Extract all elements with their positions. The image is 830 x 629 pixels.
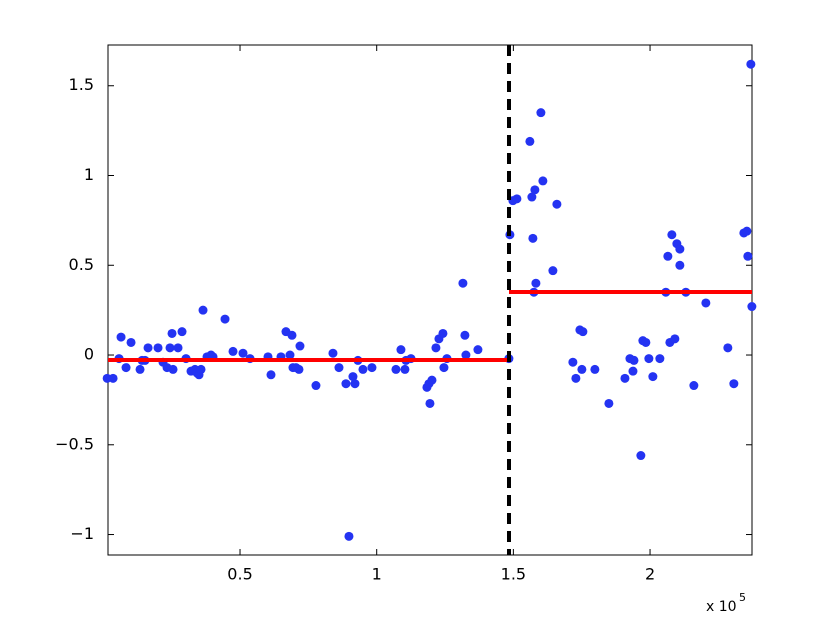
point xyxy=(341,379,351,389)
point xyxy=(746,59,756,69)
point xyxy=(620,373,630,383)
point xyxy=(689,381,699,391)
point xyxy=(742,226,752,236)
point xyxy=(568,357,578,367)
point xyxy=(512,194,522,204)
x-exponent: 5 xyxy=(739,591,746,604)
point xyxy=(460,330,470,340)
point xyxy=(153,343,163,353)
point xyxy=(663,251,673,261)
point xyxy=(604,398,614,408)
point xyxy=(528,233,538,243)
point xyxy=(538,176,548,186)
point xyxy=(348,372,358,382)
point xyxy=(629,355,639,365)
point xyxy=(667,230,677,240)
point xyxy=(473,345,483,355)
point xyxy=(425,398,435,408)
point xyxy=(675,260,685,270)
x-tick-label: 0.5 xyxy=(227,565,252,584)
point xyxy=(648,372,658,382)
point xyxy=(287,330,297,340)
point xyxy=(641,337,651,347)
point xyxy=(350,379,360,389)
point xyxy=(108,373,118,383)
point xyxy=(334,363,344,373)
point xyxy=(266,370,276,380)
point xyxy=(578,327,588,337)
y-tick-label: 1.5 xyxy=(69,75,94,94)
point xyxy=(238,348,248,358)
point xyxy=(228,346,238,356)
point xyxy=(173,343,183,353)
y-tick-label: 0.5 xyxy=(69,255,94,274)
point xyxy=(552,199,562,209)
point xyxy=(530,185,540,195)
point xyxy=(344,531,354,541)
plot-area xyxy=(107,44,753,556)
point xyxy=(220,314,230,324)
point xyxy=(577,364,587,374)
point xyxy=(461,350,471,360)
y-tick-label: −1 xyxy=(70,524,94,543)
point xyxy=(135,364,145,374)
x-tick-label: 2 xyxy=(645,565,655,584)
point xyxy=(439,363,449,373)
point xyxy=(644,354,654,364)
y-tick-label: 0 xyxy=(84,345,94,364)
point xyxy=(701,298,711,308)
point xyxy=(177,327,187,337)
point xyxy=(328,348,338,358)
point xyxy=(723,343,733,353)
point xyxy=(400,364,410,374)
point xyxy=(548,266,558,276)
point xyxy=(143,343,153,353)
point xyxy=(168,364,178,374)
point xyxy=(571,373,581,383)
point xyxy=(675,244,685,254)
point xyxy=(358,364,368,374)
point xyxy=(116,332,126,342)
x-multiplier: x 10 xyxy=(706,599,737,615)
point xyxy=(367,363,377,373)
y-tick-label: −0.5 xyxy=(55,434,94,453)
point xyxy=(431,343,441,353)
point xyxy=(743,251,753,261)
point xyxy=(729,379,739,389)
point xyxy=(655,354,665,364)
point xyxy=(527,192,537,202)
point xyxy=(636,451,646,461)
point xyxy=(294,364,304,374)
point xyxy=(747,302,757,312)
point xyxy=(590,364,600,374)
point xyxy=(285,350,295,360)
point xyxy=(126,337,136,347)
point xyxy=(427,375,437,385)
point xyxy=(458,278,468,288)
point xyxy=(670,334,680,344)
point xyxy=(536,108,546,118)
x-tick-label: 1 xyxy=(372,565,382,584)
point xyxy=(121,363,131,373)
point xyxy=(198,305,208,315)
point xyxy=(165,343,175,353)
point xyxy=(531,278,541,288)
point xyxy=(295,341,305,351)
point xyxy=(196,364,206,374)
point xyxy=(167,328,177,338)
point xyxy=(438,328,448,338)
point xyxy=(628,366,638,376)
x-tick-label: 1.5 xyxy=(501,565,526,584)
point xyxy=(525,136,535,146)
point xyxy=(396,345,406,355)
y-tick-label: 1 xyxy=(84,165,94,184)
point xyxy=(311,381,321,391)
point xyxy=(391,364,401,374)
